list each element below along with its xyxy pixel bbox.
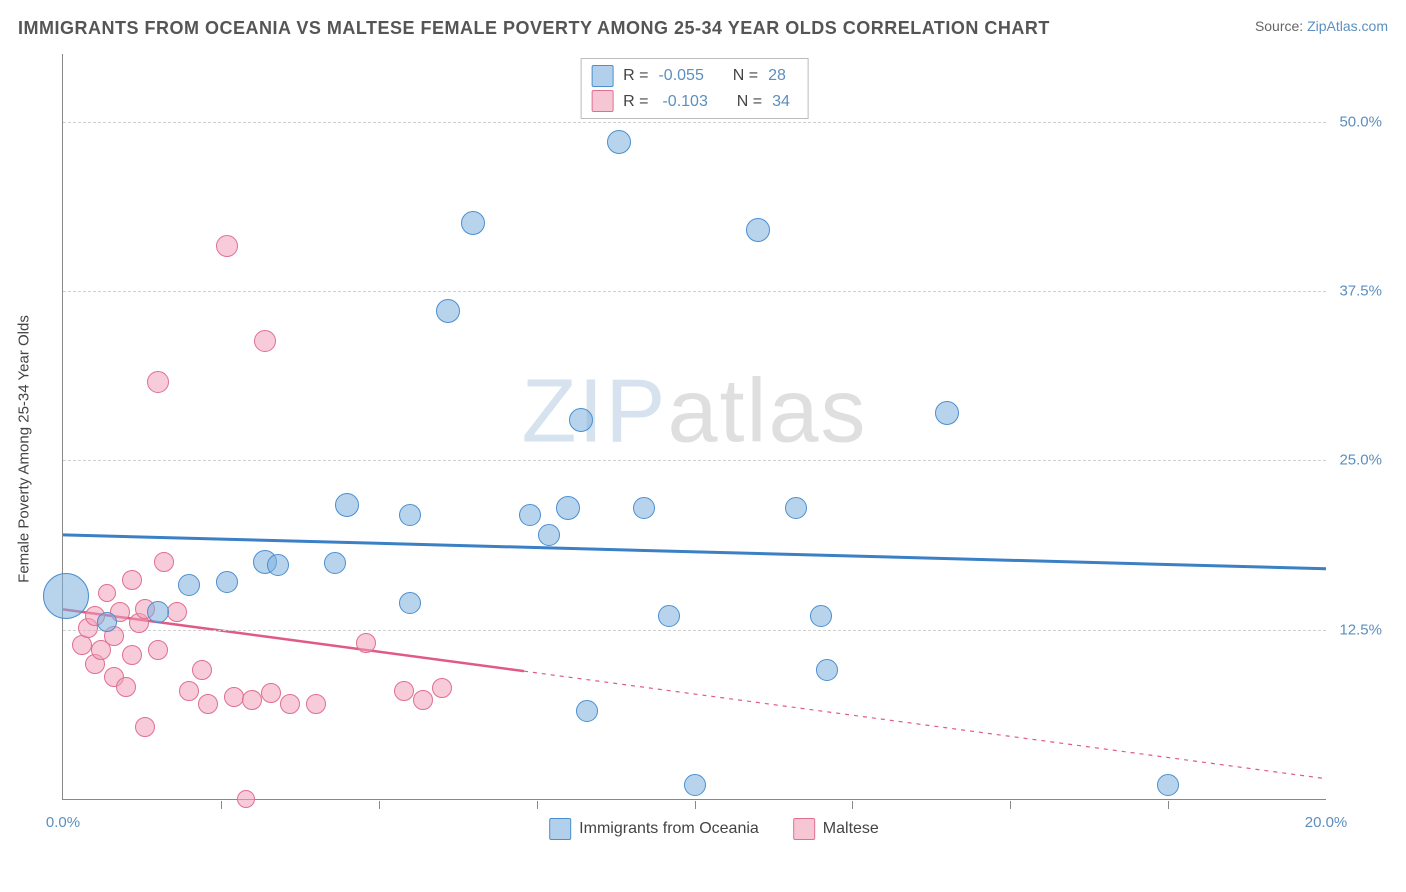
pink-data-point (254, 330, 276, 352)
pink-data-point (280, 694, 300, 714)
trend-line (524, 671, 1326, 779)
x-tick (221, 801, 222, 809)
blue-data-point (436, 299, 460, 323)
pink-data-point (154, 552, 174, 572)
blue-data-point (633, 497, 655, 519)
x-tick-label: 20.0% (1305, 814, 1348, 831)
pink-data-point (237, 790, 255, 808)
pink-data-point (198, 694, 218, 714)
pink-data-point (432, 678, 452, 698)
blue-data-point (658, 605, 680, 627)
pink-data-point (192, 660, 212, 680)
swatch-blue-icon (591, 65, 613, 87)
pink-data-point (98, 584, 116, 602)
pink-data-point (242, 690, 262, 710)
pink-data-point (116, 677, 136, 697)
blue-data-point (43, 573, 89, 619)
blue-data-point (607, 130, 631, 154)
pink-data-point (135, 717, 155, 737)
y-tick-label: 37.5% (1332, 283, 1382, 300)
pink-data-point (122, 570, 142, 590)
legend-r-label: R = (623, 63, 648, 89)
legend-pink-r-value: -0.103 (662, 89, 707, 115)
pink-data-point (147, 371, 169, 393)
blue-data-point (335, 493, 359, 517)
swatch-pink-icon (793, 818, 815, 840)
watermark-atlas: atlas (667, 361, 867, 461)
blue-data-point (399, 504, 421, 526)
y-axis-label: Female Poverty Among 25-34 Year Olds (16, 315, 33, 583)
pink-data-point (394, 681, 414, 701)
gridline-h (63, 630, 1326, 631)
blue-data-point (97, 612, 117, 632)
x-tick (695, 801, 696, 809)
blue-data-point (1157, 774, 1179, 796)
legend-pink-label: Maltese (823, 820, 879, 838)
blue-data-point (538, 524, 560, 546)
blue-data-point (216, 571, 238, 593)
blue-data-point (324, 552, 346, 574)
blue-data-point (746, 218, 770, 242)
legend-n-label: N = (733, 63, 758, 89)
scatter-plot-area: ZIPatlas R = -0.055 N = 28 R = -0.103 N … (62, 54, 1326, 800)
source-prefix: Source: (1255, 18, 1307, 34)
x-tick-label: 0.0% (46, 814, 80, 831)
y-tick-label: 12.5% (1332, 621, 1382, 638)
blue-data-point (399, 592, 421, 614)
legend-row-blue: R = -0.055 N = 28 (591, 63, 790, 89)
blue-data-point (810, 605, 832, 627)
legend-blue-n-value: 28 (768, 63, 786, 89)
legend-blue-label: Immigrants from Oceania (579, 820, 759, 838)
pink-data-point (356, 633, 376, 653)
pink-data-point (167, 602, 187, 622)
legend-pink-n-value: 34 (772, 89, 790, 115)
blue-data-point (785, 497, 807, 519)
blue-data-point (178, 574, 200, 596)
swatch-pink-icon (591, 90, 613, 112)
pink-data-point (216, 235, 238, 257)
legend-item-pink: Maltese (793, 818, 879, 840)
blue-data-point (147, 601, 169, 623)
pink-data-point (306, 694, 326, 714)
y-tick-label: 25.0% (1332, 452, 1382, 469)
blue-data-point (684, 774, 706, 796)
blue-data-point (556, 496, 580, 520)
blue-data-point (816, 659, 838, 681)
pink-data-point (122, 645, 142, 665)
trend-lines-svg (63, 54, 1326, 799)
pink-data-point (179, 681, 199, 701)
series-legend: Immigrants from Oceania Maltese (549, 818, 879, 840)
gridline-h (63, 460, 1326, 461)
blue-data-point (519, 504, 541, 526)
y-tick-label: 50.0% (1332, 113, 1382, 130)
x-tick (1010, 801, 1011, 809)
pink-data-point (261, 683, 281, 703)
pink-data-point (413, 690, 433, 710)
watermark-zip: ZIP (521, 361, 667, 461)
pink-data-point (224, 687, 244, 707)
blue-data-point (569, 408, 593, 432)
source-attribution: Source: ZipAtlas.com (1255, 18, 1388, 34)
gridline-h (63, 291, 1326, 292)
pink-data-point (148, 640, 168, 660)
blue-data-point (461, 211, 485, 235)
legend-blue-r-value: -0.055 (658, 63, 703, 89)
correlation-legend-box: R = -0.055 N = 28 R = -0.103 N = 34 (580, 58, 809, 119)
gridline-h (63, 122, 1326, 123)
x-tick (537, 801, 538, 809)
legend-n-label: N = (737, 89, 762, 115)
swatch-blue-icon (549, 818, 571, 840)
x-tick (1168, 801, 1169, 809)
blue-data-point (935, 401, 959, 425)
blue-data-point (267, 554, 289, 576)
chart-title: IMMIGRANTS FROM OCEANIA VS MALTESE FEMAL… (18, 18, 1050, 39)
legend-row-pink: R = -0.103 N = 34 (591, 89, 790, 115)
x-tick (852, 801, 853, 809)
legend-r-label: R = (623, 89, 648, 115)
blue-data-point (576, 700, 598, 722)
legend-item-blue: Immigrants from Oceania (549, 818, 759, 840)
x-tick (379, 801, 380, 809)
source-link[interactable]: ZipAtlas.com (1307, 18, 1388, 34)
